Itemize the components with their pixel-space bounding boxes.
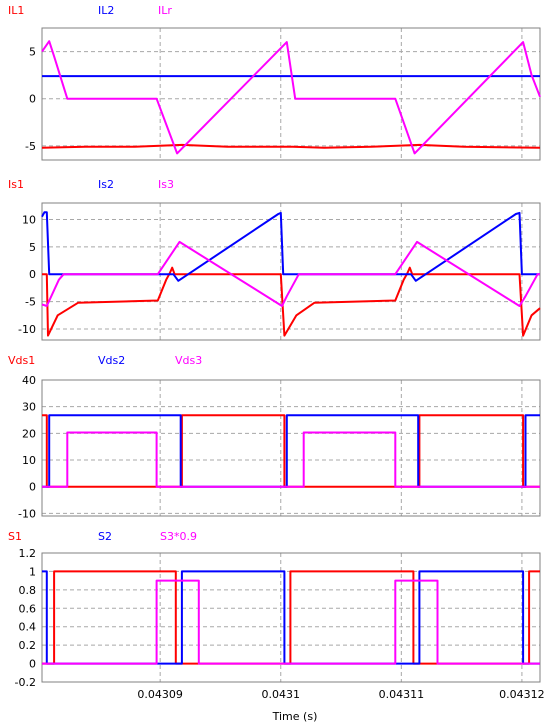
series-line-is3: [41, 240, 540, 307]
y-tick-label: 20: [22, 427, 36, 440]
y-tick-label: 0.4: [19, 621, 37, 634]
series-line-vds2: [42, 414, 540, 488]
y-tick-label: 0: [29, 93, 36, 106]
y-tick-label: 40: [22, 374, 36, 387]
legend-label: Is2: [98, 178, 114, 191]
legend-label: Is3: [158, 178, 174, 191]
panel-1: -5 0 5 IL1 IL2 ILr: [8, 4, 541, 161]
y-tick-label: -5: [25, 140, 36, 153]
y-tick-label: 0.8: [19, 584, 37, 597]
legend-label: Vds1: [8, 354, 35, 367]
x-tick-label: 0.0431: [262, 688, 301, 701]
series-line-vds1: [42, 414, 540, 488]
y-tick-label: 5: [29, 46, 36, 59]
legend-label: Is1: [8, 178, 24, 191]
y-tick-label: 10: [22, 454, 36, 467]
y-tick-label: 0: [29, 481, 36, 494]
series-line-vds3: [42, 431, 540, 488]
legend-label: Vds3: [175, 354, 202, 367]
y-tick-label: 0.2: [19, 639, 37, 652]
y-tick-label: -10: [18, 323, 36, 336]
plot-frame: [41, 202, 541, 341]
x-axis-label: Time (s): [272, 710, 318, 723]
series-line-s2: [42, 570, 540, 665]
y-tick-label: -0.2: [15, 676, 36, 689]
legend-label: Vds2: [98, 354, 125, 367]
panel-4: -0.2 0 0.2 0.4 0.6 0.8 1 1.2 S1 S2 S3*0.9: [8, 530, 541, 689]
series-line-is2: [41, 211, 540, 282]
panel-2: -10 -5 0 5 10 Is1 Is2 Is3: [8, 178, 541, 341]
plot-frame: [41, 552, 541, 683]
panel-3: -10 0 10 20 30 40 Vds1 Vds2 Vds3: [8, 354, 541, 520]
y-tick-label: 0: [29, 658, 36, 671]
series-line-is1: [42, 266, 541, 337]
legend-label: IL1: [8, 4, 24, 17]
series-line-s1: [42, 570, 540, 665]
series-line-s3-0-9: [42, 579, 540, 665]
y-tick-label: 0: [29, 268, 36, 281]
legend-label: ILr: [158, 4, 172, 17]
x-tick-label: 0.04311: [379, 688, 425, 701]
series-line-ilr: [41, 40, 541, 155]
legend-label: S1: [8, 530, 22, 543]
legend-label: S2: [98, 530, 112, 543]
x-tick-label: 0.04309: [137, 688, 183, 701]
legend-label: S3*0.9: [160, 530, 197, 543]
plot-frame: [41, 27, 541, 161]
y-tick-label: 1: [29, 565, 36, 578]
y-tick-label: -5: [25, 296, 36, 309]
plot-frame: [41, 379, 541, 517]
y-tick-label: 0.6: [19, 602, 37, 615]
series-line-il1: [41, 143, 541, 149]
y-tick-label: -10: [18, 507, 36, 520]
x-tick-label: 0.04312: [499, 688, 545, 701]
y-tick-label: 10: [22, 213, 36, 226]
legend-label: IL2: [98, 4, 114, 17]
y-tick-label: 5: [29, 241, 36, 254]
y-tick-label: 30: [22, 401, 36, 414]
y-tick-label: 1.2: [19, 547, 37, 560]
